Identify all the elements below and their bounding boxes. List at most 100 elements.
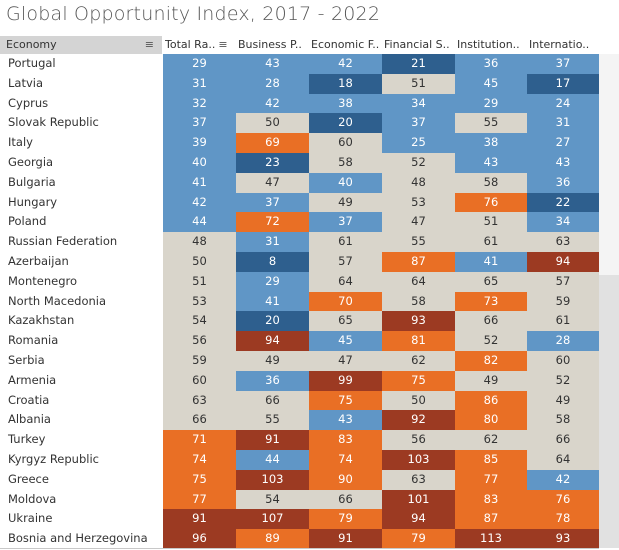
table-cell[interactable]: 36 (236, 370, 309, 391)
table-cell[interactable]: 29 (236, 271, 309, 292)
table-cell[interactable]: 83 (309, 430, 382, 450)
table-cell[interactable]: 62 (455, 430, 527, 450)
economy-label[interactable]: Moldova (8, 491, 57, 506)
table-cell[interactable]: 38 (309, 93, 382, 114)
table-cell[interactable]: 21 (382, 54, 455, 74)
table-cell[interactable]: 58 (527, 410, 599, 431)
table-cell[interactable]: 41 (455, 251, 527, 272)
table-cell[interactable]: 94 (527, 251, 599, 272)
table-cell[interactable]: 86 (455, 390, 527, 411)
table-cell[interactable]: 51 (455, 212, 527, 233)
table-cell[interactable]: 103 (236, 469, 309, 490)
column-header-3[interactable]: Financial S.. (384, 36, 457, 54)
table-cell[interactable]: 27 (527, 133, 599, 153)
table-cell[interactable]: 52 (455, 331, 527, 351)
table-cell[interactable]: 17 (527, 73, 599, 94)
table-cell[interactable]: 55 (382, 232, 455, 252)
table-cell[interactable]: 90 (309, 469, 382, 490)
table-cell[interactable]: 57 (309, 251, 382, 272)
table-cell[interactable]: 45 (309, 331, 382, 351)
table-cell[interactable]: 25 (382, 133, 455, 153)
table-cell[interactable]: 103 (382, 449, 455, 470)
table-cell[interactable]: 42 (309, 54, 382, 74)
table-cell[interactable]: 28 (527, 331, 599, 351)
table-cell[interactable]: 71 (163, 430, 236, 450)
table-cell[interactable]: 94 (236, 331, 309, 351)
table-cell[interactable]: 87 (455, 509, 527, 530)
table-cell[interactable]: 80 (455, 410, 527, 431)
table-cell[interactable]: 58 (455, 172, 527, 193)
table-cell[interactable]: 94 (382, 509, 455, 530)
table-cell[interactable]: 62 (382, 350, 455, 371)
column-header-4[interactable]: Institution.. (457, 36, 529, 54)
table-cell[interactable]: 56 (382, 430, 455, 450)
table-cell[interactable]: 45 (455, 73, 527, 94)
table-cell[interactable]: 50 (382, 390, 455, 411)
vertical-scrollbar-thumb[interactable] (599, 275, 619, 548)
table-cell[interactable]: 49 (236, 350, 309, 371)
table-cell[interactable]: 66 (236, 390, 309, 411)
table-cell[interactable]: 47 (236, 172, 309, 193)
economy-label[interactable]: North Macedonia (8, 293, 107, 308)
table-cell[interactable]: 73 (455, 291, 527, 312)
table-cell[interactable]: 50 (163, 251, 236, 272)
table-cell[interactable]: 49 (455, 370, 527, 391)
table-cell[interactable]: 56 (163, 331, 236, 351)
table-cell[interactable]: 72 (236, 212, 309, 233)
table-cell[interactable]: 85 (455, 449, 527, 470)
economy-label[interactable]: Azerbaijan (8, 253, 69, 268)
table-cell[interactable]: 28 (236, 73, 309, 94)
economy-label[interactable]: Kyrgyz Republic (8, 451, 99, 466)
economy-label[interactable]: Kazakhstan (8, 313, 75, 328)
table-cell[interactable]: 20 (309, 113, 382, 134)
table-cell[interactable]: 37 (527, 54, 599, 74)
table-cell[interactable]: 63 (163, 390, 236, 411)
economy-label[interactable]: Latvia (8, 75, 44, 90)
table-cell[interactable]: 75 (163, 469, 236, 490)
table-cell[interactable]: 74 (309, 449, 382, 470)
table-cell[interactable]: 51 (163, 271, 236, 292)
table-cell[interactable]: 52 (527, 370, 599, 391)
table-cell[interactable]: 60 (163, 370, 236, 391)
economy-label[interactable]: Romania (8, 333, 59, 348)
column-header-1[interactable]: Business P.. (238, 36, 311, 54)
table-cell[interactable]: 60 (527, 350, 599, 371)
table-cell[interactable]: 64 (309, 271, 382, 292)
table-cell[interactable]: 37 (236, 192, 309, 213)
table-cell[interactable]: 42 (236, 93, 309, 114)
table-cell[interactable]: 89 (236, 529, 309, 549)
table-cell[interactable]: 31 (163, 73, 236, 94)
table-cell[interactable]: 113 (455, 529, 527, 549)
table-cell[interactable]: 61 (309, 232, 382, 252)
economy-label[interactable]: Slovak Republic (8, 115, 99, 130)
table-cell[interactable]: 34 (527, 212, 599, 233)
table-cell[interactable]: 82 (455, 350, 527, 371)
table-cell[interactable]: 18 (309, 73, 382, 94)
economy-label[interactable]: Hungary (8, 194, 58, 209)
economy-label[interactable]: Georgia (8, 154, 54, 169)
table-cell[interactable]: 91 (309, 529, 382, 549)
economy-label[interactable]: Bulgaria (8, 174, 56, 189)
table-cell[interactable]: 31 (236, 232, 309, 252)
table-cell[interactable]: 107 (236, 509, 309, 530)
table-cell[interactable]: 42 (527, 469, 599, 490)
table-cell[interactable]: 69 (236, 133, 309, 153)
table-cell[interactable]: 91 (236, 430, 309, 450)
table-cell[interactable]: 38 (455, 133, 527, 153)
table-cell[interactable]: 37 (382, 113, 455, 134)
table-cell[interactable]: 50 (236, 113, 309, 134)
table-cell[interactable]: 31 (527, 113, 599, 134)
table-cell[interactable]: 78 (527, 509, 599, 530)
column-header-2[interactable]: Economic F.. (311, 36, 384, 54)
table-cell[interactable]: 96 (163, 529, 236, 549)
table-cell[interactable]: 41 (236, 291, 309, 312)
table-cell[interactable]: 79 (309, 509, 382, 530)
table-cell[interactable]: 52 (382, 152, 455, 173)
economy-label[interactable]: Serbia (8, 352, 45, 367)
table-cell[interactable]: 43 (527, 152, 599, 173)
economy-label[interactable]: Russian Federation (8, 234, 118, 249)
table-cell[interactable]: 58 (382, 291, 455, 312)
table-cell[interactable]: 66 (163, 410, 236, 431)
table-cell[interactable]: 55 (236, 410, 309, 431)
table-cell[interactable]: 22 (527, 192, 599, 213)
